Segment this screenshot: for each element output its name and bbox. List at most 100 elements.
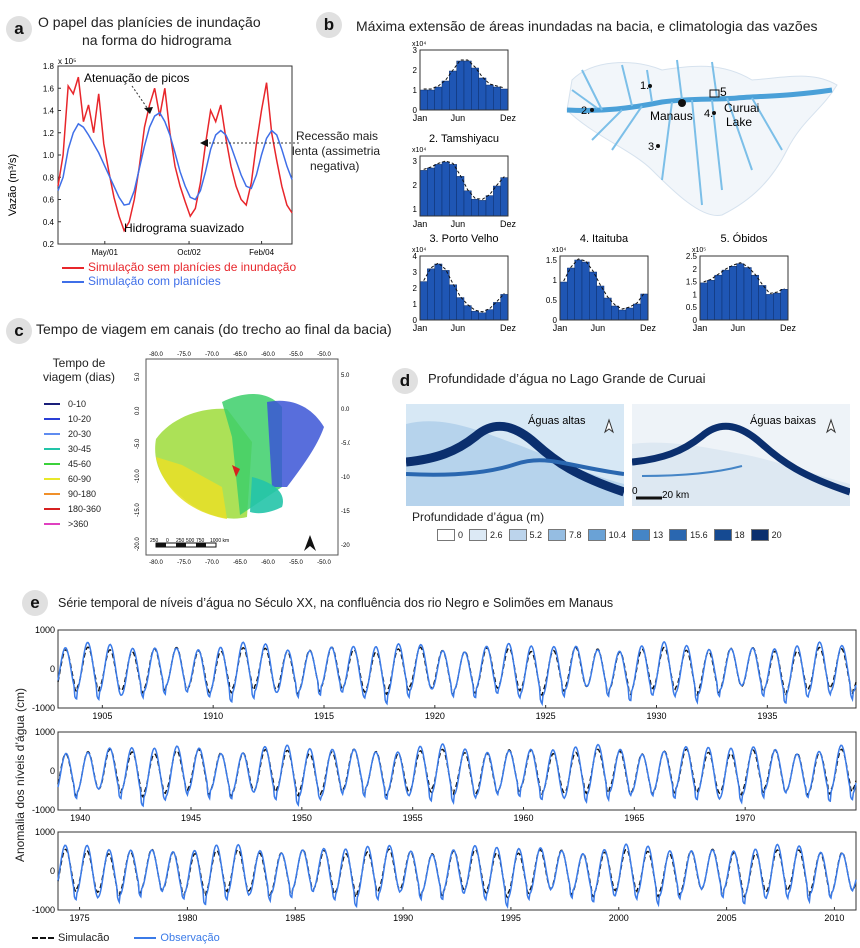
panel-e-legend: Simulacão Observação — [32, 932, 220, 944]
depth-legend-item: 18 — [713, 529, 745, 541]
depth-label: 5.2 — [529, 530, 543, 540]
legend-red-line — [62, 266, 84, 269]
climatology-ytick-label: 1.5 — [686, 278, 698, 287]
annotation-recession-arrowhead — [200, 139, 208, 147]
climatology-ytick-label: 2 — [413, 181, 418, 190]
depth-swatch — [508, 529, 527, 541]
legend-without-label: Simulação sem planícies de inundação — [88, 260, 297, 274]
climatology-title: 1. Serrinha — [437, 38, 492, 39]
a-ytick-label: 0.4 — [43, 218, 55, 227]
panel-a-legend: Simulação sem planícies de inundação Sim… — [62, 260, 296, 288]
legend-blue-line — [62, 280, 84, 283]
climatology-chart-b4: 4. Itaituba x10⁴ 0 0.5 1 1.5 Jan Jun Dez — [546, 233, 657, 333]
travel-time-legend-item: 180-360 — [44, 501, 124, 516]
station-5-label: 5 — [720, 85, 727, 99]
climatology-bar — [493, 302, 501, 321]
climatology-bar — [736, 263, 745, 321]
climatology-bar — [419, 170, 428, 217]
legend-sim-line — [32, 937, 54, 940]
legend-obs-line — [134, 937, 157, 940]
legend-label: 10-20 — [68, 413, 92, 424]
timeseries-xtick-label: 1975 — [70, 913, 90, 923]
timeseries-ytick-label: 1000 — [35, 827, 55, 837]
panel-b-title: Máxima extensão de áreas inundadas na ba… — [356, 18, 818, 34]
panel-d-legend: 0 2.6 5.2 7.8 10.4 13 15.6 18 20 — [437, 529, 788, 541]
c-xtick-bottom: -65.0 — [233, 560, 247, 566]
climatology-bar — [441, 270, 450, 321]
climatology-bar — [699, 282, 708, 321]
climatology-bar — [493, 86, 501, 111]
depth-label: 20 — [771, 530, 782, 540]
climatology-ytick-label: 0.5 — [686, 303, 698, 312]
legend-swatch — [44, 417, 60, 420]
climatology-xtick-label: Jan — [553, 323, 568, 333]
timeseries-frame — [57, 731, 857, 811]
manaus-dot — [678, 99, 686, 107]
legend-obs-label: Observação — [160, 932, 220, 944]
panel-e-title: Série temporal de níveis d’água no Sécul… — [58, 596, 614, 610]
climatology-bar — [441, 80, 450, 111]
climatology-ytick-label: 3 — [413, 157, 418, 166]
c-scale-label: 750 — [196, 538, 205, 544]
basin-southwest-yellow — [156, 457, 227, 519]
travel-time-legend-item: 60-90 — [44, 471, 124, 486]
low-water-floodplain — [632, 442, 850, 506]
climatology-bar — [721, 269, 730, 321]
c-ytick-right: 5.0 — [341, 373, 350, 379]
c-xtick-top: -80.0 — [149, 352, 163, 358]
low-water-label: Águas baixas — [750, 414, 817, 427]
climatology-frame — [419, 255, 509, 321]
climatology-bar — [427, 167, 435, 217]
c-xtick-top: -65.0 — [233, 352, 247, 358]
climatology-ytick-label: 0 — [553, 316, 558, 325]
c-xtick-bottom: -70.0 — [205, 560, 219, 566]
timeseries-frame — [57, 831, 857, 911]
depth-label: 7.8 — [569, 530, 582, 540]
depth-label: 0 — [458, 530, 464, 540]
climatology-bar — [500, 294, 509, 321]
panel-b-climatology-charts: 1. Serrinhax10⁴0123JanJunDez2. Tamshiyac… — [412, 38, 797, 333]
depth-legend-item: 13 — [632, 529, 663, 541]
legend-swatch — [44, 402, 60, 405]
climatology-bar — [581, 261, 590, 321]
climatology-xtick-label: Jun — [731, 323, 746, 333]
timeseries-ytick-label: -1000 — [32, 805, 55, 815]
legend-swatch — [44, 462, 60, 465]
climatology-ytick-label: 2.5 — [686, 252, 698, 261]
climatology-ytick-label: 0 — [693, 316, 698, 325]
timeseries-xtick-label: 1915 — [314, 711, 334, 721]
curuai-label-2: Lake — [726, 115, 752, 129]
c-ytick-left: -5.0 — [135, 438, 141, 449]
legend-label: 0-10 — [68, 398, 87, 409]
climatology-xtick-label: Dez — [640, 323, 657, 333]
timeseries-xtick-label: 1960 — [513, 813, 533, 823]
travel-time-legend-item: 0-10 — [44, 396, 124, 411]
panel-b-basin-map: 1. 2. 3. Manaus 4. 5 Curuai Lake — [566, 59, 838, 216]
timeseries-ytick-label: 0 — [50, 866, 55, 876]
curuai-label-1: Curuai — [724, 101, 759, 115]
timeseries-xtick-label: 1995 — [501, 913, 521, 923]
c-ytick-right: -15.0 — [341, 509, 350, 515]
panel-a-hydrograph-chart: 0.2 0.4 0.6 0.8 1.0 1.2 1.4 1.6 1.8 May/01 Oct/02 F… — [7, 57, 300, 257]
depth-swatch — [713, 529, 732, 541]
climatology-bar — [485, 195, 494, 217]
depth-legend-item: 20 — [750, 529, 782, 541]
c-xtick-bottom: -50.0 — [317, 560, 331, 566]
station-2-label: 2. — [581, 105, 590, 117]
climatology-chart-b5: 5. Óbidos x10⁵ 0 0.5 1 1.5 2 2.5 Jan Jun Dez — [686, 232, 797, 333]
panel-c-badge: c — [6, 318, 32, 344]
curuai-box — [709, 89, 720, 98]
climatology-bar — [758, 285, 767, 321]
climatology-xtick-label: Jun — [591, 323, 606, 333]
c-ytick-right: -10.0 — [341, 475, 350, 481]
high-water-label: Águas altas — [528, 414, 586, 427]
climatology-bar — [773, 292, 781, 321]
timeseries-simulation-line — [57, 748, 857, 799]
climatology-ytick-label: 1.5 — [546, 256, 558, 265]
climatology-ytick-label: 1 — [413, 205, 418, 214]
climatology-bar — [567, 267, 575, 321]
climatology-bar — [456, 297, 465, 321]
legend-with-floodplains: Simulação com planícies — [62, 274, 296, 288]
climatology-bar — [434, 86, 443, 111]
